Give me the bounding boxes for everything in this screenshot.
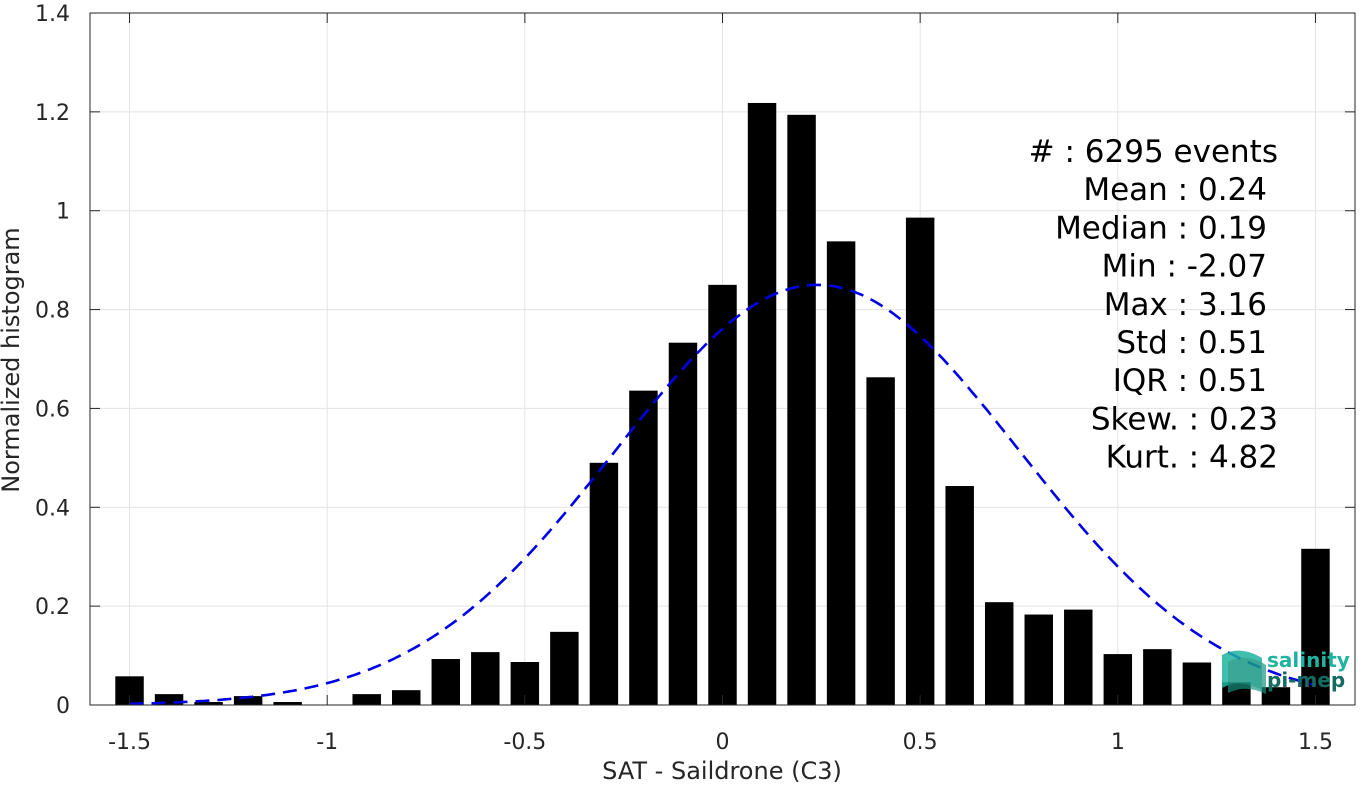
histogram-bar-29 xyxy=(1261,687,1291,705)
x-tick-label-6: 1.5 xyxy=(1298,730,1333,755)
stat-line-7: Skew. : 0.23 xyxy=(1091,401,1278,437)
y-tick-label-3: 0.6 xyxy=(35,397,70,422)
x-axis-label: SAT - Saildrone (C3) xyxy=(602,757,842,785)
y-tick-label-6: 1.2 xyxy=(35,101,70,126)
stat-line-2: Median : 0.19 xyxy=(1055,210,1267,246)
histogram-bar-4 xyxy=(273,702,302,705)
histogram-bar-2 xyxy=(194,702,223,705)
histogram-bar-22 xyxy=(984,602,1014,705)
histogram-bar-30 xyxy=(1301,548,1330,705)
y-tick-label-4: 0.8 xyxy=(35,299,70,324)
histogram-bar-7 xyxy=(392,690,421,705)
stat-line-1: Mean : 0.24 xyxy=(1083,172,1267,208)
histogram-bar-26 xyxy=(1143,649,1172,705)
stat-line-0: # : 6295 events xyxy=(1029,134,1278,170)
x-tick-label-0: -1.5 xyxy=(108,730,151,755)
logo-line1: salinity xyxy=(1267,648,1350,672)
histogram-bar-12 xyxy=(589,462,619,705)
histogram-bar-21 xyxy=(945,486,974,705)
histogram-bar-24 xyxy=(1064,609,1093,705)
grid-lines xyxy=(90,12,1355,706)
histogram-bar-15 xyxy=(708,284,737,705)
histogram-bar-27 xyxy=(1182,662,1212,705)
histogram-bar-14 xyxy=(668,342,698,705)
stat-line-4: Max : 3.16 xyxy=(1104,287,1267,323)
histogram-bar-6 xyxy=(352,694,381,705)
histogram-bar-9 xyxy=(471,652,500,705)
wave-icon xyxy=(1222,650,1266,694)
y-tick-label-2: 0.4 xyxy=(35,496,70,521)
histogram-bar-19 xyxy=(866,377,895,705)
x-tick-label-3: 0 xyxy=(716,730,730,755)
axis-ticks: -1.5 -1 -0.5 0 0.5 1 1.5 0 0.2 0.4 0.6 0.8 1 1.2 1.4 xyxy=(35,2,1355,755)
histogram-bar-8 xyxy=(431,659,461,705)
salinity-pimep-logo: salinity pi-mep xyxy=(1222,648,1350,694)
stat-line-3: Min : -2.07 xyxy=(1102,249,1267,285)
y-axis-label: Normalized histogram xyxy=(0,227,25,492)
y-tick-label-1: 0.2 xyxy=(35,595,70,620)
histogram-bar-20 xyxy=(905,217,935,706)
histogram-bar-1 xyxy=(154,694,184,705)
histogram-bars xyxy=(115,102,1330,706)
y-tick-label-5: 1 xyxy=(56,200,70,225)
histogram-bar-18 xyxy=(826,241,856,706)
stat-line-6: IQR : 0.51 xyxy=(1113,363,1267,399)
logo-line2: pi-mep xyxy=(1267,668,1345,692)
stat-line-5: Std : 0.51 xyxy=(1116,325,1267,361)
y-tick-label-0: 0 xyxy=(56,694,70,719)
histogram-bar-16 xyxy=(747,102,777,705)
x-tick-label-4: 0.5 xyxy=(903,730,938,755)
histogram-bar-3 xyxy=(233,696,263,705)
histogram-bar-13 xyxy=(629,390,658,705)
x-tick-label-2: -0.5 xyxy=(503,730,546,755)
histogram-bar-17 xyxy=(787,114,816,705)
histogram-bar-23 xyxy=(1024,614,1053,705)
x-tick-label-5: 1 xyxy=(1111,730,1125,755)
y-tick-label-7: 1.4 xyxy=(35,2,70,27)
normal-fit-curve xyxy=(129,283,1316,706)
histogram-bar-11 xyxy=(550,631,579,705)
x-tick-label-1: -1 xyxy=(316,730,338,755)
stat-line-8: Kurt. : 4.82 xyxy=(1106,440,1278,476)
